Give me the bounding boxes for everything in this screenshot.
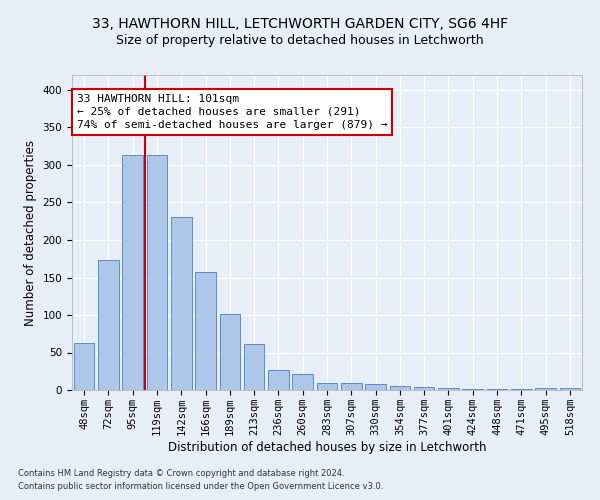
Text: 33, HAWTHORN HILL, LETCHWORTH GARDEN CITY, SG6 4HF: 33, HAWTHORN HILL, LETCHWORTH GARDEN CIT… xyxy=(92,18,508,32)
Bar xyxy=(389,386,410,390)
Bar xyxy=(171,218,191,390)
Bar xyxy=(220,314,240,390)
X-axis label: Distribution of detached houses by size in Letchworth: Distribution of detached houses by size … xyxy=(168,440,486,454)
Bar xyxy=(341,382,362,390)
Bar xyxy=(414,387,434,390)
Bar xyxy=(438,388,459,390)
Text: Contains public sector information licensed under the Open Government Licence v3: Contains public sector information licen… xyxy=(18,482,383,491)
Bar xyxy=(195,272,216,390)
Text: Contains HM Land Registry data © Crown copyright and database right 2024.: Contains HM Land Registry data © Crown c… xyxy=(18,468,344,477)
Text: Size of property relative to detached houses in Letchworth: Size of property relative to detached ho… xyxy=(116,34,484,47)
Bar xyxy=(74,343,94,390)
Text: 33 HAWTHORN HILL: 101sqm
← 25% of detached houses are smaller (291)
74% of semi-: 33 HAWTHORN HILL: 101sqm ← 25% of detach… xyxy=(77,94,388,130)
Bar xyxy=(146,155,167,390)
Y-axis label: Number of detached properties: Number of detached properties xyxy=(24,140,37,326)
Bar xyxy=(511,388,532,390)
Bar xyxy=(365,384,386,390)
Bar xyxy=(98,260,119,390)
Bar xyxy=(317,382,337,390)
Bar xyxy=(487,388,508,390)
Bar xyxy=(122,155,143,390)
Bar xyxy=(560,388,580,390)
Bar xyxy=(535,388,556,390)
Bar xyxy=(463,388,483,390)
Bar xyxy=(268,370,289,390)
Bar xyxy=(244,344,265,390)
Bar xyxy=(292,374,313,390)
